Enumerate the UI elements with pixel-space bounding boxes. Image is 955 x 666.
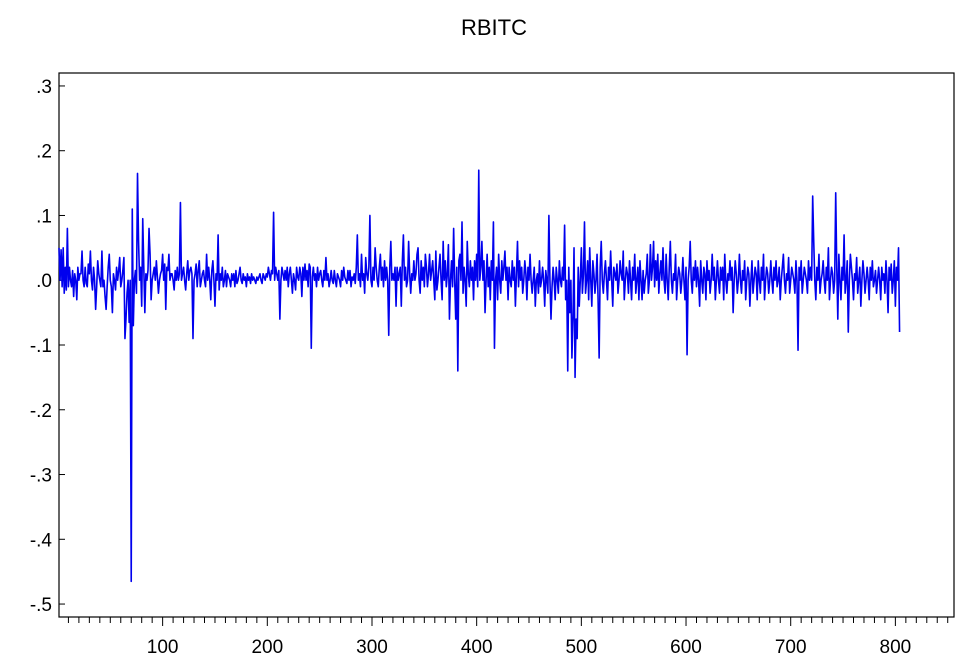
x-tick-label: 800: [880, 637, 912, 658]
x-tick-label: 700: [775, 637, 807, 658]
y-tick-label: .2: [36, 142, 52, 163]
x-tick-label: 100: [147, 637, 179, 658]
y-tick-label: -.2: [30, 401, 52, 422]
y-tick-label: .0: [36, 271, 52, 292]
y-tick-label: -.1: [30, 336, 52, 357]
x-tick-label: 500: [565, 637, 597, 658]
plot-frame: [58, 72, 955, 618]
chart-title: RBITC: [461, 15, 527, 40]
x-tick-label: 200: [251, 637, 283, 658]
x-tick-label: 600: [670, 637, 702, 658]
x-tick-label: 300: [356, 637, 388, 658]
y-tick-label: -.4: [30, 530, 53, 551]
y-tick-label: -.5: [30, 595, 52, 616]
series-line: [58, 169, 901, 583]
x-tick-label: 400: [461, 637, 493, 658]
y-tick-label: .3: [36, 77, 52, 98]
y-tick-label: .1: [36, 206, 52, 227]
y-tick-label: -.3: [30, 466, 52, 487]
plot-area: .3 .2 .1 .0 -.1 -.2 -.3 -.4 -.5 100 200 300 400 500 60…: [30, 72, 955, 658]
